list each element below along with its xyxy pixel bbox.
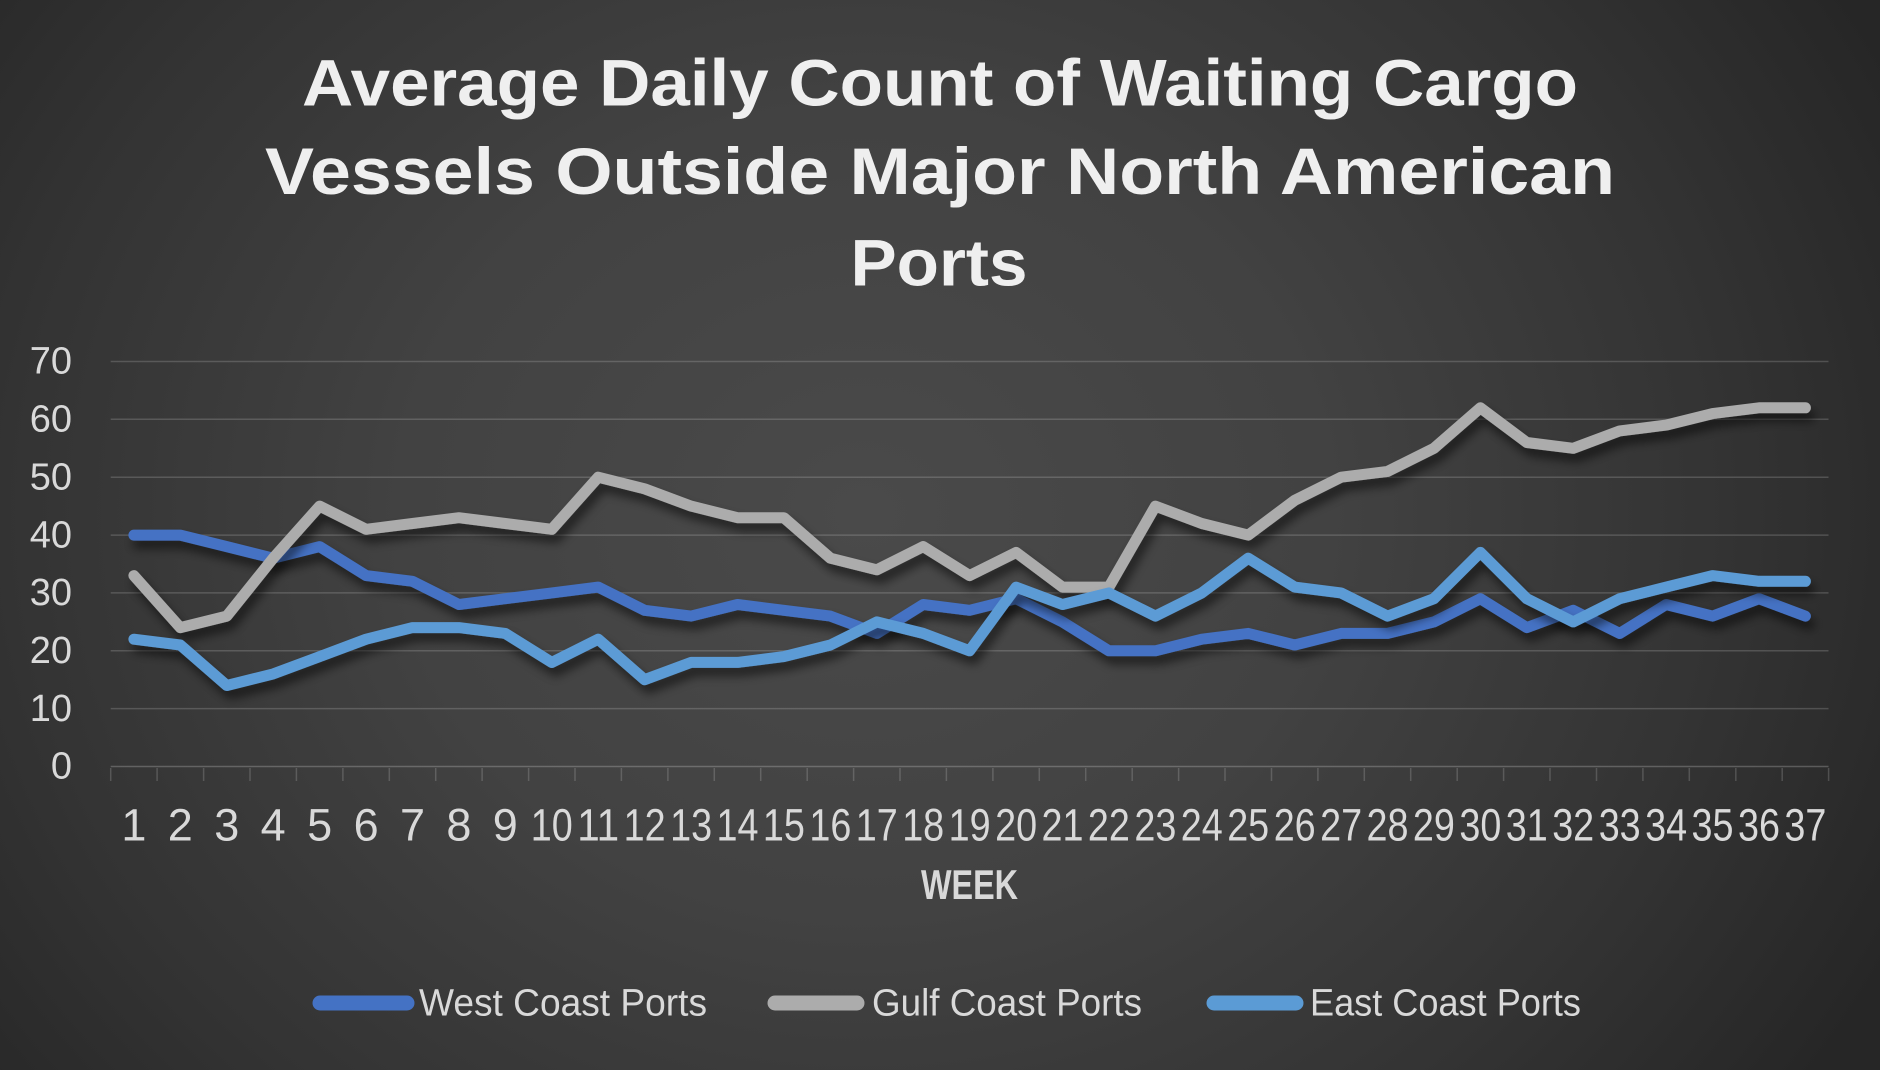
svg-text:36: 36 [1738, 800, 1780, 851]
svg-text:50: 50 [30, 456, 72, 498]
svg-text:19: 19 [949, 800, 991, 851]
svg-text:7: 7 [400, 800, 425, 851]
svg-text:28: 28 [1367, 800, 1409, 851]
svg-text:15: 15 [763, 800, 805, 851]
svg-text:WEEK: WEEK [921, 861, 1018, 908]
svg-text:17: 17 [856, 800, 898, 851]
svg-text:14: 14 [717, 800, 759, 851]
svg-text:11: 11 [577, 800, 619, 851]
svg-text:22: 22 [1088, 800, 1130, 851]
svg-text:26: 26 [1274, 800, 1316, 851]
svg-text:4: 4 [261, 800, 286, 851]
svg-text:Ports: Ports [851, 226, 1028, 300]
svg-text:Vessels Outside Major North Am: Vessels Outside Major North American [265, 134, 1615, 208]
svg-text:30: 30 [30, 572, 72, 614]
svg-text:29: 29 [1413, 800, 1455, 851]
svg-text:Average Daily Count of Waiting: Average Daily Count of Waiting Cargo [302, 46, 1578, 120]
svg-text:12: 12 [624, 800, 666, 851]
svg-text:6: 6 [354, 800, 379, 851]
svg-text:27: 27 [1320, 800, 1362, 851]
svg-text:21: 21 [1042, 800, 1084, 851]
svg-text:9: 9 [493, 800, 518, 851]
svg-text:13: 13 [670, 800, 712, 851]
svg-text:20: 20 [995, 800, 1037, 851]
svg-text:35: 35 [1692, 800, 1734, 851]
svg-text:10: 10 [531, 800, 573, 851]
svg-text:60: 60 [30, 399, 72, 441]
svg-text:31: 31 [1506, 800, 1548, 851]
svg-text:18: 18 [902, 800, 944, 851]
svg-text:West Coast Ports: West Coast Ports [419, 983, 707, 1025]
svg-text:32: 32 [1552, 800, 1594, 851]
svg-text:Gulf Coast Ports: Gulf Coast Ports [872, 983, 1142, 1025]
svg-text:25: 25 [1227, 800, 1269, 851]
svg-text:3: 3 [214, 800, 239, 851]
svg-text:33: 33 [1599, 800, 1641, 851]
svg-text:East Coast Ports: East Coast Ports [1310, 983, 1581, 1025]
svg-text:10: 10 [30, 688, 72, 730]
svg-text:30: 30 [1459, 800, 1501, 851]
svg-text:37: 37 [1784, 800, 1826, 851]
svg-text:16: 16 [809, 800, 851, 851]
svg-text:34: 34 [1645, 800, 1687, 851]
svg-text:20: 20 [30, 630, 72, 672]
svg-text:1: 1 [121, 800, 146, 851]
svg-text:70: 70 [30, 341, 72, 383]
svg-text:24: 24 [1181, 800, 1223, 851]
svg-text:5: 5 [307, 800, 332, 851]
svg-text:2: 2 [168, 800, 193, 851]
svg-text:8: 8 [446, 800, 471, 851]
svg-text:23: 23 [1134, 800, 1176, 851]
svg-text:40: 40 [30, 514, 72, 556]
svg-text:0: 0 [51, 746, 72, 788]
